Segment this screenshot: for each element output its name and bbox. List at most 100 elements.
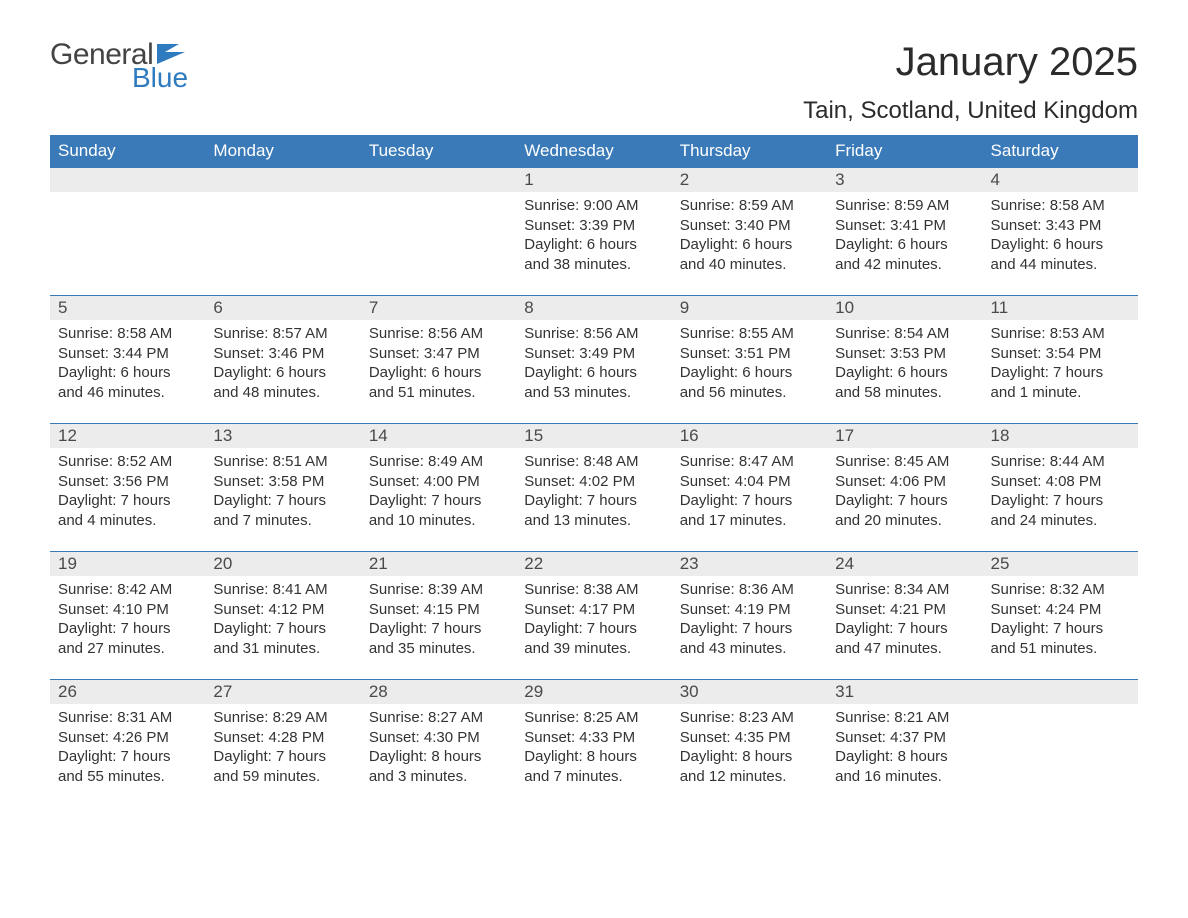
calendar-day-cell: 12Sunrise: 8:52 AMSunset: 3:56 PMDayligh… (50, 424, 205, 552)
weekday-header: Monday (205, 135, 360, 168)
calendar-day-cell: 24Sunrise: 8:34 AMSunset: 4:21 PMDayligh… (827, 552, 982, 680)
day-number: 26 (50, 680, 205, 704)
sunrise-line: Sunrise: 8:45 AM (835, 452, 974, 472)
daylight-line: Daylight: 6 hours and 56 minutes. (680, 363, 819, 402)
calendar-week-row: 1Sunrise: 9:00 AMSunset: 3:39 PMDaylight… (50, 168, 1138, 296)
sunrise-line: Sunrise: 8:56 AM (524, 324, 663, 344)
sunrise-line: Sunrise: 8:39 AM (369, 580, 508, 600)
calendar-empty-cell (50, 168, 205, 296)
header: General Blue January 2025 Tain, Scotland… (50, 40, 1138, 125)
day-number: 13 (205, 424, 360, 448)
sunset-line: Sunset: 4:33 PM (524, 728, 663, 748)
day-details: Sunrise: 8:53 AMSunset: 3:54 PMDaylight:… (983, 320, 1138, 412)
daylight-line: Daylight: 6 hours and 51 minutes. (369, 363, 508, 402)
calendar-day-cell: 13Sunrise: 8:51 AMSunset: 3:58 PMDayligh… (205, 424, 360, 552)
logo-text-blue: Blue (132, 64, 188, 92)
sunset-line: Sunset: 3:43 PM (991, 216, 1130, 236)
sunset-line: Sunset: 4:17 PM (524, 600, 663, 620)
sunset-line: Sunset: 4:30 PM (369, 728, 508, 748)
sunrise-line: Sunrise: 8:56 AM (369, 324, 508, 344)
calendar-day-cell: 10Sunrise: 8:54 AMSunset: 3:53 PMDayligh… (827, 296, 982, 424)
daylight-line: Daylight: 7 hours and 4 minutes. (58, 491, 197, 530)
calendar-day-cell: 3Sunrise: 8:59 AMSunset: 3:41 PMDaylight… (827, 168, 982, 296)
sunset-line: Sunset: 3:49 PM (524, 344, 663, 364)
sunrise-line: Sunrise: 8:38 AM (524, 580, 663, 600)
day-details: Sunrise: 8:58 AMSunset: 3:44 PMDaylight:… (50, 320, 205, 412)
calendar-day-cell: 23Sunrise: 8:36 AMSunset: 4:19 PMDayligh… (672, 552, 827, 680)
day-details: Sunrise: 8:52 AMSunset: 3:56 PMDaylight:… (50, 448, 205, 540)
sunset-line: Sunset: 4:28 PM (213, 728, 352, 748)
calendar-day-cell: 15Sunrise: 8:48 AMSunset: 4:02 PMDayligh… (516, 424, 671, 552)
sunrise-line: Sunrise: 8:25 AM (524, 708, 663, 728)
day-number: 11 (983, 296, 1138, 320)
day-number: 22 (516, 552, 671, 576)
day-details: Sunrise: 8:56 AMSunset: 3:49 PMDaylight:… (516, 320, 671, 412)
calendar-day-cell: 1Sunrise: 9:00 AMSunset: 3:39 PMDaylight… (516, 168, 671, 296)
calendar-day-cell: 31Sunrise: 8:21 AMSunset: 4:37 PMDayligh… (827, 680, 982, 808)
calendar-day-cell: 19Sunrise: 8:42 AMSunset: 4:10 PMDayligh… (50, 552, 205, 680)
daylight-line: Daylight: 7 hours and 43 minutes. (680, 619, 819, 658)
sunset-line: Sunset: 4:26 PM (58, 728, 197, 748)
calendar-week-row: 19Sunrise: 8:42 AMSunset: 4:10 PMDayligh… (50, 552, 1138, 680)
sunset-line: Sunset: 3:47 PM (369, 344, 508, 364)
sunrise-line: Sunrise: 9:00 AM (524, 196, 663, 216)
sunrise-line: Sunrise: 8:55 AM (680, 324, 819, 344)
day-number: 6 (205, 296, 360, 320)
sunset-line: Sunset: 4:06 PM (835, 472, 974, 492)
sunset-line: Sunset: 3:44 PM (58, 344, 197, 364)
sunset-line: Sunset: 3:56 PM (58, 472, 197, 492)
daylight-line: Daylight: 7 hours and 51 minutes. (991, 619, 1130, 658)
daylight-line: Daylight: 7 hours and 47 minutes. (835, 619, 974, 658)
day-number: 29 (516, 680, 671, 704)
daylight-line: Daylight: 7 hours and 24 minutes. (991, 491, 1130, 530)
sunrise-line: Sunrise: 8:32 AM (991, 580, 1130, 600)
sunset-line: Sunset: 4:35 PM (680, 728, 819, 748)
day-number: 9 (672, 296, 827, 320)
calendar-empty-cell (205, 168, 360, 296)
day-details: Sunrise: 8:54 AMSunset: 3:53 PMDaylight:… (827, 320, 982, 412)
day-number: 28 (361, 680, 516, 704)
day-number: 2 (672, 168, 827, 192)
sunrise-line: Sunrise: 8:42 AM (58, 580, 197, 600)
daylight-line: Daylight: 7 hours and 55 minutes. (58, 747, 197, 786)
sunrise-line: Sunrise: 8:52 AM (58, 452, 197, 472)
calendar-body: 1Sunrise: 9:00 AMSunset: 3:39 PMDaylight… (50, 168, 1138, 808)
daylight-line: Daylight: 8 hours and 7 minutes. (524, 747, 663, 786)
day-number (983, 680, 1138, 704)
calendar: SundayMondayTuesdayWednesdayThursdayFrid… (50, 135, 1138, 808)
day-details: Sunrise: 8:34 AMSunset: 4:21 PMDaylight:… (827, 576, 982, 668)
sunrise-line: Sunrise: 8:57 AM (213, 324, 352, 344)
weekday-header: Friday (827, 135, 982, 168)
daylight-line: Daylight: 6 hours and 48 minutes. (213, 363, 352, 402)
day-number: 15 (516, 424, 671, 448)
day-number: 21 (361, 552, 516, 576)
logo: General Blue (50, 40, 188, 92)
calendar-week-row: 5Sunrise: 8:58 AMSunset: 3:44 PMDaylight… (50, 296, 1138, 424)
day-details: Sunrise: 8:57 AMSunset: 3:46 PMDaylight:… (205, 320, 360, 412)
sunset-line: Sunset: 4:21 PM (835, 600, 974, 620)
weekday-header: Wednesday (516, 135, 671, 168)
calendar-day-cell: 9Sunrise: 8:55 AMSunset: 3:51 PMDaylight… (672, 296, 827, 424)
calendar-day-cell: 7Sunrise: 8:56 AMSunset: 3:47 PMDaylight… (361, 296, 516, 424)
calendar-day-cell: 4Sunrise: 8:58 AMSunset: 3:43 PMDaylight… (983, 168, 1138, 296)
weekday-header: Thursday (672, 135, 827, 168)
daylight-line: Daylight: 7 hours and 20 minutes. (835, 491, 974, 530)
day-details: Sunrise: 8:36 AMSunset: 4:19 PMDaylight:… (672, 576, 827, 668)
sunset-line: Sunset: 3:41 PM (835, 216, 974, 236)
day-number: 17 (827, 424, 982, 448)
sunrise-line: Sunrise: 8:53 AM (991, 324, 1130, 344)
day-details: Sunrise: 8:58 AMSunset: 3:43 PMDaylight:… (983, 192, 1138, 284)
daylight-line: Daylight: 6 hours and 40 minutes. (680, 235, 819, 274)
daylight-line: Daylight: 8 hours and 16 minutes. (835, 747, 974, 786)
day-details: Sunrise: 8:42 AMSunset: 4:10 PMDaylight:… (50, 576, 205, 668)
day-details: Sunrise: 8:41 AMSunset: 4:12 PMDaylight:… (205, 576, 360, 668)
calendar-day-cell: 26Sunrise: 8:31 AMSunset: 4:26 PMDayligh… (50, 680, 205, 808)
sunrise-line: Sunrise: 8:54 AM (835, 324, 974, 344)
title-block: January 2025 Tain, Scotland, United King… (803, 40, 1138, 125)
sunset-line: Sunset: 3:39 PM (524, 216, 663, 236)
sunset-line: Sunset: 4:15 PM (369, 600, 508, 620)
day-number: 4 (983, 168, 1138, 192)
day-number (361, 168, 516, 192)
sunrise-line: Sunrise: 8:36 AM (680, 580, 819, 600)
day-details: Sunrise: 8:23 AMSunset: 4:35 PMDaylight:… (672, 704, 827, 796)
